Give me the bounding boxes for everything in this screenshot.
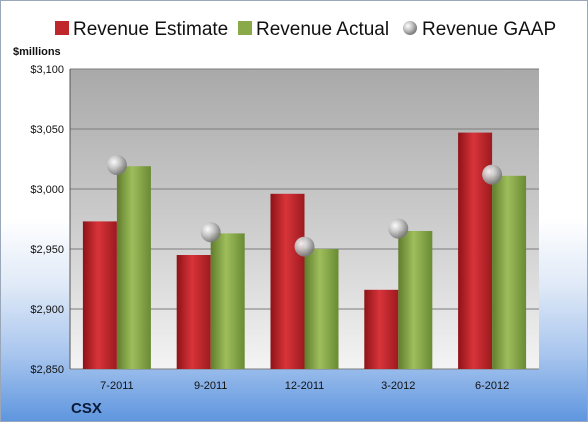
y-tick-label: $3,050 — [30, 124, 64, 136]
legend-label-actual: Revenue Actual — [256, 19, 389, 40]
bar-revenue-actual-9-2011 — [210, 233, 245, 369]
legend-label-gaap: Revenue GAAP — [422, 19, 556, 40]
bar-revenue-actual-6-2012 — [492, 175, 527, 369]
x-tick-label: 7-2011 — [100, 380, 133, 392]
y-axis-ticks: $2,850 $2,900 $2,950 $3,000 $3,050 $3,100 — [30, 64, 64, 376]
y-axis-unit-label: $millions — [13, 46, 61, 58]
bar-revenue-actual-3-2012 — [398, 231, 433, 369]
bar-revenue-estimate-7-2011 — [82, 221, 117, 369]
y-tick-label: $2,900 — [30, 304, 64, 316]
x-tick-label: 3-2012 — [381, 380, 415, 392]
bar-revenue-actual-7-2011 — [116, 166, 151, 369]
x-tick-label: 9-2011 — [194, 380, 227, 392]
marker-revenue-gaap-6-2012 — [482, 164, 503, 185]
bar-revenue-estimate-3-2012 — [364, 289, 399, 369]
y-tick-label: $3,100 — [30, 64, 64, 76]
legend-marker-gaap — [403, 21, 417, 35]
marker-revenue-gaap-3-2012 — [388, 218, 409, 239]
company-label: CSX — [71, 400, 102, 417]
marker-revenue-gaap-7-2011 — [106, 155, 127, 175]
x-tick-label: 6-2012 — [475, 380, 509, 392]
marker-revenue-gaap-12-2011 — [294, 236, 315, 257]
legend-swatch-estimate — [55, 21, 69, 35]
y-tick-label: $2,850 — [30, 364, 64, 376]
marker-revenue-gaap-9-2011 — [200, 222, 221, 243]
y-tick-label: $3,000 — [30, 184, 64, 196]
bars — [82, 132, 527, 369]
legend: Revenue Estimate Revenue Actual Revenue … — [55, 19, 556, 40]
legend-swatch-actual — [238, 21, 252, 35]
x-axis-ticks: 7-2011 9-2011 12-2011 3-2012 6-2012 — [100, 380, 509, 392]
y-tick-label: $2,950 — [30, 244, 64, 256]
x-tick-label: 12-2011 — [285, 380, 325, 392]
legend-label-estimate: Revenue Estimate — [73, 19, 228, 40]
bar-revenue-estimate-12-2011 — [270, 193, 305, 369]
gaap-markers — [106, 155, 503, 257]
bar-revenue-estimate-9-2011 — [176, 255, 211, 369]
bar-revenue-actual-12-2011 — [304, 249, 339, 369]
